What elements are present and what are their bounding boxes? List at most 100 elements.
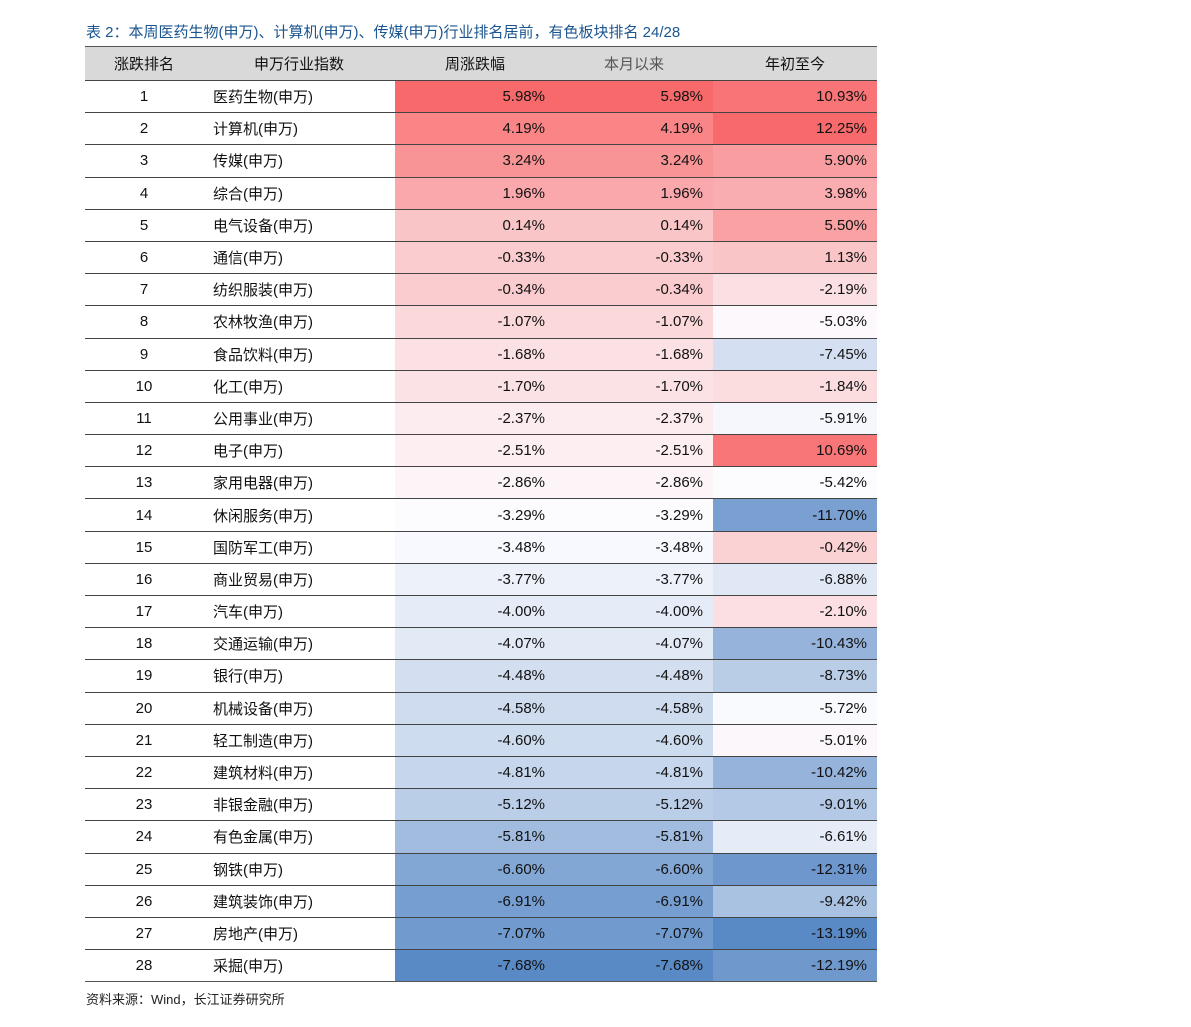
ytd-change-cell: -0.42% xyxy=(713,531,877,564)
ytd-change-cell: -5.01% xyxy=(713,724,877,757)
industry-name-cell: 交通运输(申万) xyxy=(213,636,313,654)
rank-cell: 27 xyxy=(135,924,153,942)
table-row: 14 休闲服务(申万) -3.29% -3.29% -11.70% xyxy=(85,498,877,532)
ytd-change-cell: -5.42% xyxy=(713,466,877,499)
industry-name-cell: 计算机(申万) xyxy=(213,121,298,139)
week-change-cell: -4.60% xyxy=(395,724,555,757)
ytd-change-cell: -5.03% xyxy=(713,305,877,338)
month-change-cell: 3.24% xyxy=(555,144,713,178)
rank-cell: 28 xyxy=(135,957,153,975)
rank-cell: 26 xyxy=(135,892,153,910)
rank-cell: 19 xyxy=(135,667,153,685)
table-row: 1 医药生物(申万) 5.98% 5.98% 10.93% xyxy=(85,80,877,113)
ytd-change-cell: -1.84% xyxy=(713,370,877,403)
week-change-cell: 1.96% xyxy=(395,177,555,210)
week-change-cell: -7.68% xyxy=(395,949,555,982)
industry-name-cell: 有色金属(申万) xyxy=(213,829,313,847)
week-change-cell: 5.98% xyxy=(395,80,555,113)
ytd-change-cell: -2.10% xyxy=(713,595,877,628)
month-change-cell: -0.34% xyxy=(555,273,713,306)
ytd-change-cell: -2.19% xyxy=(713,273,877,306)
week-change-cell: -4.81% xyxy=(395,756,555,789)
header-row: 涨跌排名 申万行业指数 周涨跌幅 本月以来 年初至今 xyxy=(85,46,877,81)
ytd-change-cell: -13.19% xyxy=(713,917,877,950)
ytd-change-cell: -6.61% xyxy=(713,820,877,853)
rank-cell: 9 xyxy=(139,345,149,363)
week-change-cell: -1.07% xyxy=(395,305,555,338)
ytd-change-cell: 3.98% xyxy=(713,177,877,210)
ytd-change-cell: -5.72% xyxy=(713,692,877,725)
table-row: 17 汽车(申万) -4.00% -4.00% -2.10% xyxy=(85,595,877,628)
ytd-change-cell: 12.25% xyxy=(713,112,877,145)
month-change-cell: -6.60% xyxy=(555,853,713,886)
ytd-change-cell: 10.93% xyxy=(713,80,877,113)
industry-name-cell: 传媒(申万) xyxy=(213,153,283,171)
month-change-cell: -4.58% xyxy=(555,692,713,725)
industry-name-cell: 钢铁(申万) xyxy=(213,861,283,879)
week-change-cell: -5.81% xyxy=(395,820,555,853)
industry-name-cell: 轻工制造(申万) xyxy=(213,732,313,750)
week-change-cell: -3.77% xyxy=(395,563,555,596)
industry-name-cell: 建筑装饰(申万) xyxy=(213,893,313,911)
industry-name-cell: 汽车(申万) xyxy=(213,604,283,622)
industry-name-cell: 房地产(申万) xyxy=(213,925,298,943)
table-title: 表 2：本周医药生物(申万)、计算机(申万)、传媒(申万)行业排名居前，有色板块… xyxy=(86,24,681,41)
week-change-cell: 4.19% xyxy=(395,112,555,145)
ytd-change-cell: -9.42% xyxy=(713,885,877,918)
rank-cell: 7 xyxy=(139,281,149,299)
table-row: 7 纺织服装(申万) -0.34% -0.34% -2.19% xyxy=(85,273,877,306)
ytd-change-cell: -6.88% xyxy=(713,563,877,596)
industry-name-cell: 医药生物(申万) xyxy=(213,89,313,107)
week-change-cell: -6.60% xyxy=(395,853,555,886)
week-change-cell: -2.37% xyxy=(395,402,555,435)
week-change-cell: -4.48% xyxy=(395,659,555,693)
rank-cell: 10 xyxy=(135,377,153,395)
table-row: 25 钢铁(申万) -6.60% -6.60% -12.31% xyxy=(85,853,877,886)
ytd-change-cell: -5.91% xyxy=(713,402,877,435)
table-row: 3 传媒(申万) 3.24% 3.24% 5.90% xyxy=(85,144,877,178)
table-row: 22 建筑材料(申万) -4.81% -4.81% -10.42% xyxy=(85,756,877,789)
table-row: 19 银行(申万) -4.48% -4.48% -8.73% xyxy=(85,659,877,693)
week-change-cell: -5.12% xyxy=(395,788,555,821)
ytd-change-cell: -7.45% xyxy=(713,338,877,371)
table-row: 20 机械设备(申万) -4.58% -4.58% -5.72% xyxy=(85,692,877,725)
table-row: 16 商业贸易(申万) -3.77% -3.77% -6.88% xyxy=(85,563,877,596)
industry-name-cell: 化工(申万) xyxy=(213,378,283,396)
rank-cell: 16 xyxy=(135,570,153,588)
week-change-cell: -0.33% xyxy=(395,241,555,274)
week-change-cell: -2.86% xyxy=(395,466,555,499)
header-month: 本月以来 xyxy=(603,56,664,73)
industry-name-cell: 银行(申万) xyxy=(213,668,283,686)
week-change-cell: 3.24% xyxy=(395,144,555,178)
table-row: 23 非银金融(申万) -5.12% -5.12% -9.01% xyxy=(85,788,877,821)
table-row: 26 建筑装饰(申万) -6.91% -6.91% -9.42% xyxy=(85,885,877,918)
table-row: 10 化工(申万) -1.70% -1.70% -1.84% xyxy=(85,370,877,403)
rank-cell: 20 xyxy=(135,699,153,717)
rank-cell: 25 xyxy=(135,860,153,878)
week-change-cell: -0.34% xyxy=(395,273,555,306)
industry-name-cell: 电子(申万) xyxy=(213,443,283,461)
month-change-cell: -2.37% xyxy=(555,402,713,435)
industry-name-cell: 纺织服装(申万) xyxy=(213,282,313,300)
month-change-cell: -3.48% xyxy=(555,531,713,564)
industry-name-cell: 采掘(申万) xyxy=(213,958,283,976)
industry-name-cell: 家用电器(申万) xyxy=(213,475,313,493)
rank-cell: 18 xyxy=(135,635,153,653)
week-change-cell: -1.70% xyxy=(395,370,555,403)
table-row: 8 农林牧渔(申万) -1.07% -1.07% -5.03% xyxy=(85,305,877,338)
month-change-cell: -7.07% xyxy=(555,917,713,950)
industry-name-cell: 商业贸易(申万) xyxy=(213,571,313,589)
rank-cell: 24 xyxy=(135,828,153,846)
week-change-cell: -1.68% xyxy=(395,338,555,371)
rank-cell: 8 xyxy=(139,313,149,331)
month-change-cell: -4.00% xyxy=(555,595,713,628)
month-change-cell: -1.68% xyxy=(555,338,713,371)
industry-name-cell: 建筑材料(申万) xyxy=(213,765,313,783)
month-change-cell: 0.14% xyxy=(555,209,713,242)
rank-cell: 2 xyxy=(139,120,149,138)
month-change-cell: -1.07% xyxy=(555,305,713,338)
industry-name-cell: 休闲服务(申万) xyxy=(213,507,313,525)
header-ytd: 年初至今 xyxy=(764,56,825,73)
month-change-cell: -5.81% xyxy=(555,820,713,853)
header-rank: 涨跌排名 xyxy=(113,56,174,73)
